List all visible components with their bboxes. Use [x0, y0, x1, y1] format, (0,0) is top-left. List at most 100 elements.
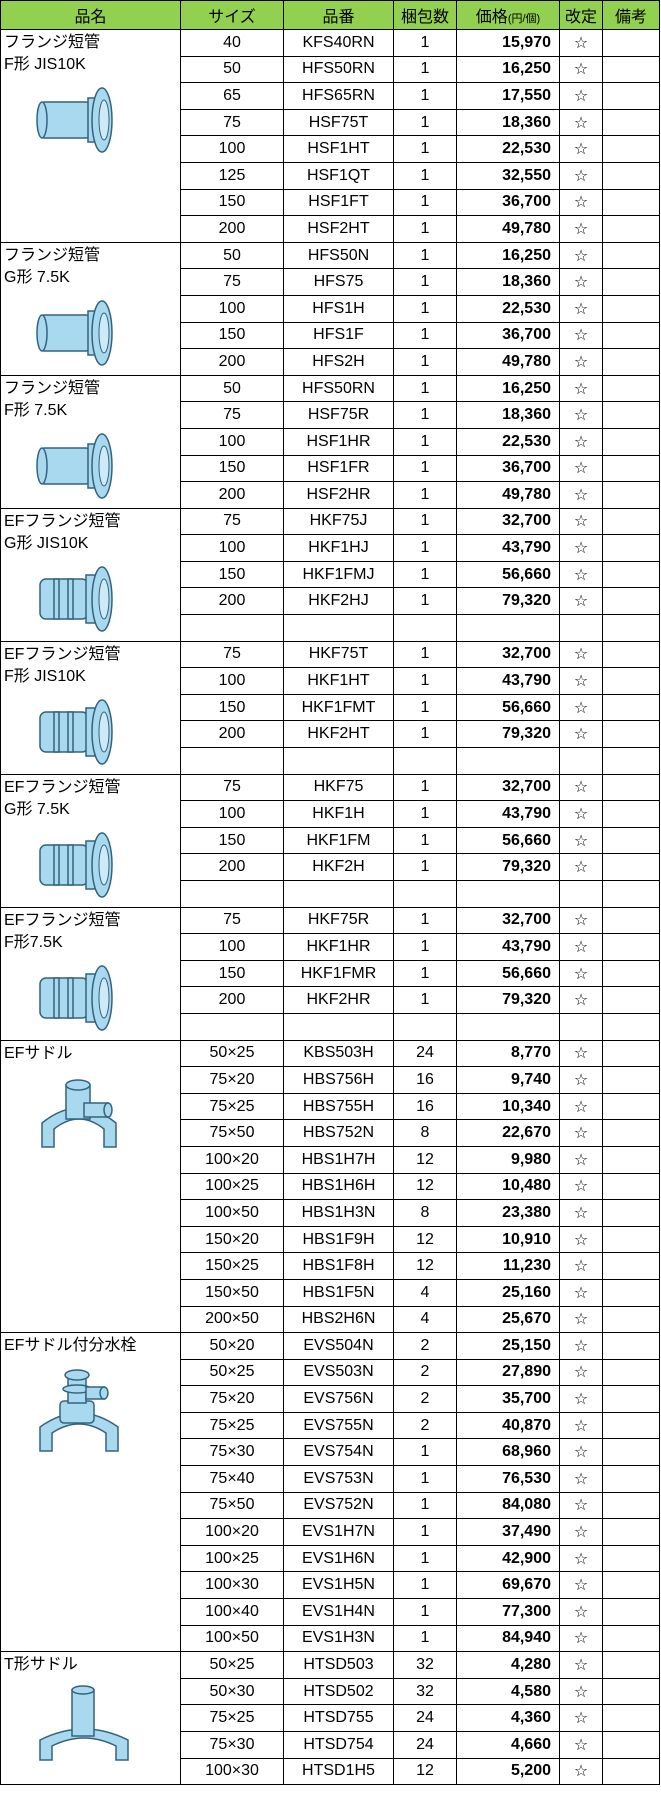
size: 125: [180, 161, 284, 190]
product-code: HKF1HJ: [283, 534, 394, 562]
revision: ☆: [559, 454, 603, 483]
table-row: EFフランジ短管 G形 JIS10K 75 HKF75J 1 32,700 ☆: [0, 507, 660, 642]
revision: [559, 614, 603, 642]
header-cell: 品番: [283, 0, 394, 30]
price: 25,160: [456, 1278, 560, 1307]
size: 75: [180, 773, 284, 802]
price: 68,960: [456, 1438, 560, 1467]
table-row: フランジ短管 F形 JIS10K 40 KFS40RN 1 15,970 ☆: [0, 29, 660, 243]
pack-qty: 1: [393, 481, 457, 509]
pack-qty: 12: [393, 1172, 457, 1201]
pack-qty: 2: [393, 1385, 457, 1413]
revision: ☆: [559, 294, 603, 323]
notes: [602, 1651, 660, 1679]
size: 150: [180, 454, 284, 483]
pack-qty: 2: [393, 1358, 457, 1387]
product-code: HSF1FR: [283, 454, 394, 483]
product-code: HSF75R: [283, 401, 394, 429]
product-code: HBS756H: [283, 1066, 394, 1094]
notes: [602, 693, 660, 722]
size: 75: [180, 507, 284, 536]
product-name: G形 7.5K: [4, 800, 70, 818]
notes: [602, 1624, 660, 1653]
notes: [602, 374, 660, 403]
size: 100×40: [180, 1598, 284, 1626]
size: 75: [180, 906, 284, 935]
product-name-cell: フランジ短管 G形 7.5K: [0, 241, 181, 376]
price: 32,700: [456, 906, 560, 935]
table-row: 100×30 EVS1H5N 1 69,670 ☆: [1, 1571, 660, 1600]
product-code: EVS752N: [283, 1491, 394, 1520]
table-row: EFフランジ短管 F形7.5K 75 HKF75R 1 32,700 ☆: [0, 906, 660, 1041]
price: 79,320: [456, 587, 560, 616]
notes: [602, 401, 660, 429]
size: 75×25: [180, 1411, 284, 1440]
pack-qty: 24: [393, 1039, 457, 1068]
price: 10,480: [456, 1172, 560, 1201]
notes: [602, 161, 660, 190]
notes: [602, 427, 660, 456]
price: 22,530: [456, 135, 560, 163]
product-code: HKF75R: [283, 906, 394, 935]
pack-qty: 1: [393, 800, 457, 828]
notes: [602, 1677, 660, 1706]
notes: [602, 1092, 660, 1121]
pack-qty: 1: [393, 1465, 457, 1493]
size: 100: [180, 294, 284, 323]
product-code: HKF1FMJ: [283, 560, 394, 589]
pack-qty: 1: [393, 1518, 457, 1546]
revision: ☆: [559, 853, 603, 881]
pack-qty: 1: [393, 215, 457, 243]
product-name: G形 7.5K: [4, 268, 70, 286]
product-code: HBS1F8H: [283, 1252, 394, 1280]
notes: [602, 880, 660, 908]
revision: ☆: [559, 1544, 603, 1573]
pack-qty: 1: [393, 507, 457, 536]
price: 56,660: [456, 560, 560, 589]
pack-qty: 8: [393, 1119, 457, 1147]
price: 16,250: [456, 374, 560, 403]
table-row: 150×20 HBS1F9H 12 10,910 ☆: [1, 1225, 660, 1254]
price: 36,700: [456, 188, 560, 217]
product-name: EFフランジ短管: [4, 645, 121, 663]
table-row: 75×20 EVS756N 2 35,700 ☆: [1, 1385, 660, 1413]
notes: [602, 1012, 660, 1041]
notes: [602, 826, 660, 855]
table-row: 75×50 HBS752N 8 22,670 ☆: [1, 1119, 660, 1147]
revision: ☆: [559, 82, 603, 110]
price: 23,380: [456, 1199, 560, 1227]
revision: ☆: [559, 1651, 603, 1679]
product-code: HKF1H: [283, 800, 394, 828]
revision: ☆: [559, 1704, 603, 1732]
product-code: HKF1FMT: [283, 693, 394, 722]
pack-qty: 1: [393, 906, 457, 935]
size: [180, 614, 284, 642]
product-code: HTSD755: [283, 1704, 394, 1732]
product-image: [36, 300, 113, 366]
size: 100: [180, 800, 284, 828]
size: 50×25: [180, 1358, 284, 1387]
size: 75×50: [180, 1119, 284, 1147]
product-code: HKF1HT: [283, 667, 394, 695]
table-row: フランジ短管 F形 7.5K 50 HFS50RN 1 16,250 ☆: [0, 374, 660, 509]
pack-qty: 1: [393, 853, 457, 881]
revision: [559, 747, 603, 775]
pack-qty: 1: [393, 427, 457, 456]
pack-qty: 12: [393, 1225, 457, 1254]
product-code: HBS1H7H: [283, 1145, 394, 1174]
table-row: 75×25 HBS755H 16 10,340 ☆: [1, 1092, 660, 1121]
size: 100: [180, 427, 284, 456]
price: 37,490: [456, 1518, 560, 1546]
product-image: [36, 87, 113, 153]
notes: [602, 135, 660, 163]
product-name-cell: EFフランジ短管 G形 JIS10K: [0, 507, 181, 642]
price: 17,550: [456, 82, 560, 110]
table-row: フランジ短管 G形 7.5K 50 HFS50N 1 16,250 ☆: [0, 241, 660, 376]
pack-qty: 1: [393, 560, 457, 589]
notes: [602, 747, 660, 775]
product-code: HBS1H3N: [283, 1199, 394, 1227]
size: 200: [180, 481, 284, 509]
product-image: [39, 565, 113, 632]
table-body: フランジ短管 F形 JIS10K 40 KFS40RN 1 15,970 ☆ 50 HFS50R…: [0, 29, 660, 1786]
